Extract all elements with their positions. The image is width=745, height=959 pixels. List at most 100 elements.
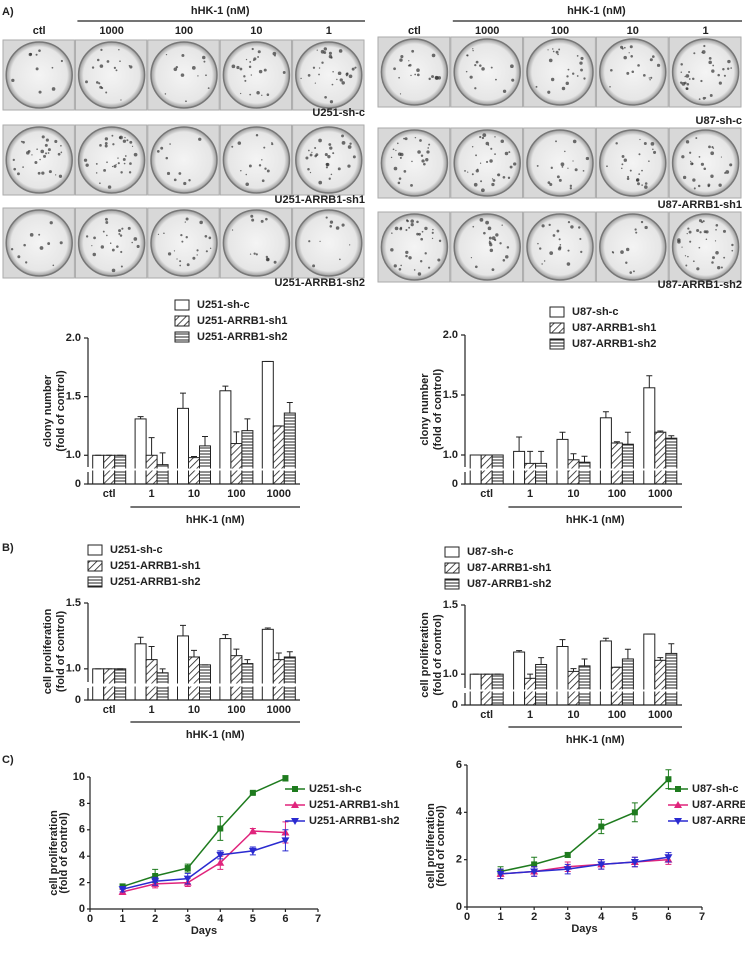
bar: [610, 666, 623, 706]
colony: [165, 156, 169, 160]
colony: [648, 77, 650, 79]
colony: [612, 251, 615, 254]
colony: [255, 253, 258, 256]
legend-swatch: [549, 322, 565, 334]
x-axis-label: Days: [571, 923, 597, 935]
colony: [625, 261, 628, 264]
colony: [253, 252, 256, 255]
colony: [181, 240, 184, 243]
colony: [312, 264, 316, 268]
colony: [93, 236, 96, 240]
colony: [727, 59, 731, 64]
colony: [621, 155, 625, 158]
error-bar: [516, 436, 523, 452]
colony: [547, 90, 551, 94]
colony: [437, 258, 441, 262]
x-tick-label: 3: [185, 913, 191, 925]
colony: [722, 68, 725, 71]
error-bar: [657, 657, 664, 661]
colony: [487, 226, 492, 231]
colony: [552, 234, 556, 237]
colony: [558, 48, 561, 51]
colony: [731, 249, 734, 252]
colony: [701, 51, 703, 54]
colony: [720, 156, 723, 158]
y-axis-label: clony number: [42, 374, 54, 447]
error-bar: [286, 402, 293, 414]
colony: [718, 81, 722, 85]
colony: [393, 264, 397, 268]
colony: [341, 81, 345, 85]
legend-label: U87-sh-c: [692, 783, 738, 795]
colony: [156, 150, 160, 153]
colony: [245, 173, 248, 176]
colony: [113, 164, 117, 168]
colony: [399, 156, 402, 159]
colony: [650, 141, 655, 146]
colony: [41, 171, 45, 175]
colony: [131, 145, 134, 147]
colony: [314, 82, 316, 84]
colony: [627, 175, 630, 178]
colony: [208, 236, 212, 240]
bar: [261, 628, 274, 701]
colony: [431, 237, 434, 240]
error-bar: [516, 650, 523, 653]
colony: [606, 165, 608, 168]
colony: [555, 50, 559, 54]
colony: [95, 172, 98, 174]
colony: [730, 67, 732, 69]
colony: [621, 167, 623, 170]
colony: [566, 75, 569, 78]
axis-break: [457, 468, 684, 471]
legend-swatch: [444, 578, 460, 590]
x-tick-label: 5: [632, 911, 638, 923]
y-axis-label: (fold of control): [55, 370, 67, 452]
dish: [5, 41, 73, 109]
dish: [526, 38, 594, 106]
colony: [434, 75, 439, 80]
colony: [637, 64, 640, 67]
dish: [222, 41, 291, 109]
error-bar: [244, 418, 251, 431]
bar: [134, 418, 147, 485]
colony: [471, 173, 474, 176]
colony: [479, 64, 482, 67]
colony: [536, 164, 539, 167]
colony: [725, 170, 730, 174]
colony: [323, 47, 328, 51]
colony: [121, 227, 124, 230]
x-tick-label: 100: [608, 488, 626, 500]
colony: [539, 247, 542, 250]
colony: [157, 233, 160, 236]
x-tick-label: 100: [227, 704, 245, 716]
colony: [339, 258, 341, 261]
colony: [100, 48, 103, 51]
legend-label: U87-ARRB1-sh1: [572, 322, 656, 334]
bar: [230, 655, 243, 701]
axis-break: [80, 468, 302, 471]
colony: [635, 231, 638, 234]
error-bar: [570, 453, 577, 460]
colony: [638, 153, 641, 156]
bar: [535, 462, 548, 485]
colony: [413, 269, 416, 271]
bar: [567, 459, 580, 485]
colony: [133, 152, 138, 157]
colony: [432, 228, 434, 231]
colony: [261, 179, 265, 183]
colony: [111, 268, 116, 273]
colony: [85, 80, 88, 84]
marker: [216, 851, 225, 859]
bar: [643, 633, 656, 706]
colony: [550, 77, 555, 82]
legend-label: U251-ARRB1-sh1: [309, 799, 399, 811]
x-tick-label: 2: [531, 911, 537, 923]
colony: [118, 233, 121, 235]
colony: [555, 140, 557, 143]
colony: [473, 182, 478, 187]
error-bar: [286, 651, 293, 657]
colony: [720, 266, 723, 269]
colony: [644, 182, 648, 185]
